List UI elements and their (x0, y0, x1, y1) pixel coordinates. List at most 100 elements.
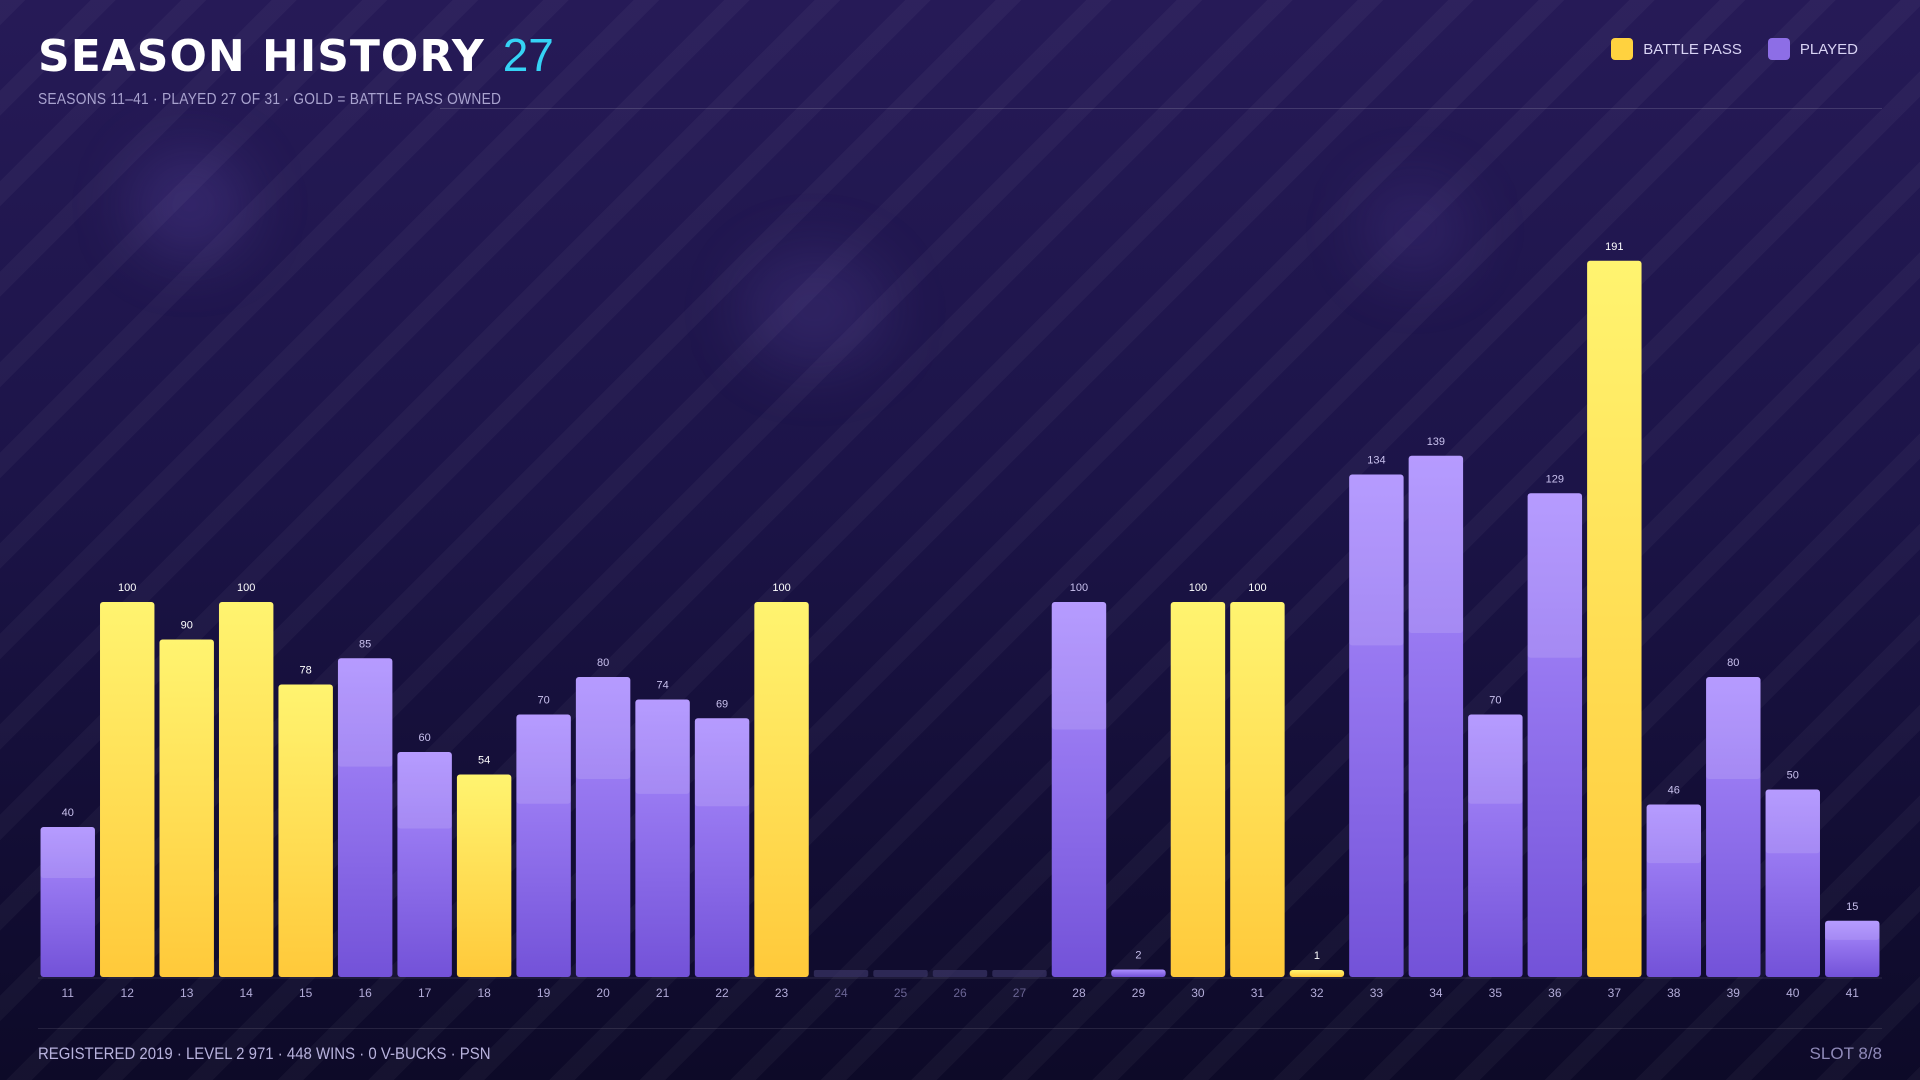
tick-label-season-13: 13 (180, 986, 194, 1000)
chart-legend: BATTLE PASS PLAYED (1611, 38, 1858, 60)
tick-label-season-40: 40 (1786, 986, 1800, 1000)
bar-played-season-36 (1527, 493, 1583, 977)
value-label-season-18: 54 (478, 755, 490, 767)
tick-label-season-22: 22 (715, 986, 729, 1000)
bar-highlight-season-17 (397, 752, 452, 829)
value-label-season-15: 78 (300, 665, 312, 677)
tick-label-season-27: 27 (1013, 986, 1027, 1000)
page-subtitle: SEASONS 11–41 · PLAYED 27 OF 31 · GOLD =… (38, 91, 502, 108)
slot-indicator: SLOT 8/8 (1809, 1044, 1882, 1063)
bar-played-season-19 (516, 714, 571, 977)
bar-highlight-season-21 (635, 699, 690, 794)
bar-highlight-season-41 (1825, 920, 1880, 940)
value-label-season-13: 90 (181, 620, 193, 632)
value-label-season-17: 60 (419, 732, 431, 744)
value-label-season-12: 100 (118, 582, 136, 594)
bar-empty-season-26 (932, 970, 988, 977)
bar-played-season-21 (635, 699, 690, 977)
legend-label-battle-pass: BATTLE PASS (1643, 40, 1742, 58)
value-label-season-39: 80 (1727, 657, 1739, 669)
value-label-season-22: 69 (716, 698, 728, 710)
bar-played-season-28 (1051, 602, 1107, 977)
bar-highlight-season-16 (337, 658, 393, 767)
bar-highlight-season-22 (694, 718, 750, 807)
bar-played-season-40 (1765, 789, 1820, 977)
profile-summary: REGISTERED 2019 · LEVEL 2 971 · 448 WINS… (38, 1044, 491, 1063)
tick-label-season-31: 31 (1251, 986, 1265, 1000)
tick-label-season-35: 35 (1489, 986, 1503, 1000)
tick-label-season-38: 38 (1667, 986, 1681, 1000)
bar-highlight-season-28 (1051, 602, 1107, 730)
bar-battle-pass-season-31 (1230, 602, 1285, 977)
bar-battle-pass-season-14 (218, 602, 274, 977)
bar-played-season-34 (1408, 455, 1464, 977)
bar-played-season-39 (1706, 677, 1761, 977)
header-divider (440, 108, 1882, 109)
bar-battle-pass-season-15 (278, 684, 333, 977)
bar-battle-pass-season-23 (754, 602, 809, 977)
bar-highlight-season-19 (516, 714, 571, 804)
tick-label-season-19: 19 (537, 986, 551, 1000)
bar-played-season-33 (1349, 474, 1404, 977)
bar-empty-season-27 (992, 970, 1047, 977)
bar-highlight-season-39 (1706, 677, 1761, 779)
value-label-season-36: 129 (1546, 473, 1564, 485)
tick-label-season-14: 14 (240, 986, 254, 1000)
tick-label-season-23: 23 (775, 986, 789, 1000)
value-label-season-40: 50 (1787, 770, 1799, 782)
value-label-season-33: 134 (1367, 455, 1385, 467)
tick-label-season-28: 28 (1072, 986, 1086, 1000)
bar-empty-season-25 (873, 970, 928, 977)
bar-highlight-season-34 (1408, 455, 1464, 633)
legend-label-played: PLAYED (1799, 40, 1858, 58)
value-label-season-37: 191 (1605, 241, 1623, 253)
bar-played-season-41 (1825, 920, 1880, 977)
bar-battle-pass-season-32 (1289, 970, 1345, 977)
tick-label-season-11: 11 (62, 986, 75, 1000)
bar-battle-pass-season-30 (1170, 602, 1226, 977)
value-label-season-30: 100 (1189, 582, 1207, 594)
tick-label-season-37: 37 (1608, 986, 1622, 1000)
value-label-season-11: 40 (62, 807, 74, 819)
bar-played-season-16 (337, 658, 393, 977)
tick-label-season-36: 36 (1548, 986, 1562, 1000)
value-label-season-35: 70 (1489, 695, 1501, 707)
tick-label-season-39: 39 (1727, 986, 1741, 1000)
bar-battle-pass-season-12 (100, 602, 155, 977)
tick-label-season-12: 12 (121, 986, 135, 1000)
value-label-season-41: 15 (1846, 901, 1858, 913)
value-label-season-19: 70 (537, 695, 549, 707)
tick-label-season-41: 41 (1846, 986, 1860, 1000)
bar-played-season-38 (1646, 804, 1702, 977)
bar-highlight-season-36 (1527, 493, 1583, 658)
tick-label-season-15: 15 (299, 986, 313, 1000)
bar-battle-pass-season-18 (456, 774, 512, 977)
value-label-season-28: 100 (1070, 582, 1088, 594)
value-label-season-34: 139 (1427, 436, 1445, 448)
tick-label-season-21: 21 (656, 986, 670, 1000)
bar-played-season-11 (40, 827, 95, 977)
value-label-season-29: 2 (1135, 950, 1141, 962)
value-label-season-31: 100 (1248, 582, 1266, 594)
legend-swatch-played (1767, 38, 1790, 60)
bar-played-season-22 (694, 718, 750, 977)
value-label-season-16: 85 (359, 638, 371, 650)
header: SEASON HISTORY 27 (38, 28, 554, 82)
value-label-season-32: 1 (1314, 950, 1320, 962)
tick-label-season-32: 32 (1310, 986, 1324, 1000)
bar-highlight-season-20 (575, 677, 631, 779)
value-label-season-38: 46 (1668, 785, 1680, 797)
tick-label-season-30: 30 (1191, 986, 1205, 1000)
tick-label-season-34: 34 (1429, 986, 1443, 1000)
season-count: 27 (502, 29, 554, 81)
tick-label-season-16: 16 (358, 986, 372, 1000)
legend-item-battle-pass: BATTLE PASS (1611, 38, 1742, 60)
bar-highlight-season-11 (40, 827, 95, 878)
bar-played-season-29 (1111, 969, 1166, 977)
tick-label-season-25: 25 (894, 986, 908, 1000)
bar-played-season-17 (397, 752, 452, 977)
bar-highlight-season-35 (1468, 714, 1523, 804)
tick-label-season-26: 26 (953, 986, 967, 1000)
value-label-season-14: 100 (237, 582, 255, 594)
